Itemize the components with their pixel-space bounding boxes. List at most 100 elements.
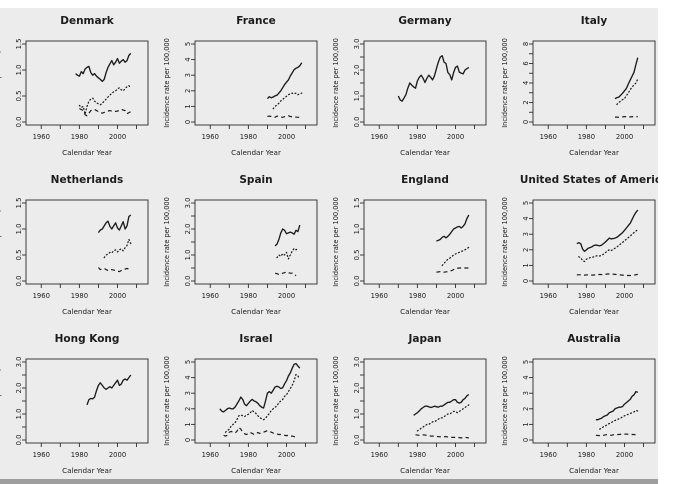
y-tick-label: 1.5 [353,198,361,209]
x-tick-label: 1980 [409,133,426,141]
x-tick-label: 1960 [33,133,50,141]
x-tick-label: 1960 [540,133,557,141]
x-tick-label: 1980 [240,133,257,141]
x-axis-label: Calendar Year [569,307,619,316]
x-tick-label: 1980 [578,451,595,459]
y-axis-label: Incidence rate per 100,000 [332,197,340,287]
y-tick-label: 2.0 [353,65,361,76]
y-tick-label: 3.0 [353,357,361,368]
series-dashed-line [595,433,638,437]
panel-germany: Germany Incidence rate per 100,000 0.0 1.0 2… [320,8,489,167]
x-tick-label: 1960 [371,451,388,459]
y-axis-label: Incidence rate per 100,000 [501,356,509,446]
x-tick-label: 1960 [540,292,557,300]
panel-title: Israel [239,333,272,345]
series-dotted-line [103,238,132,259]
x-tick-label: 1960 [540,451,557,459]
panel-australia: Australia Incidence rate per 100,000 0 1 2 3 4… [489,326,658,484]
series-dotted-line [416,404,470,432]
panel-svg: Japan Incidence rate per 100,000 0.0 1.0 2.0… [332,333,487,475]
x-tick-label: 2000 [278,292,295,300]
series-dashed-line [267,115,302,118]
panel-title: England [401,174,449,186]
y-tick-label: 1 [522,263,530,267]
panel-svg: Netherlands Incidence rate per 100,000 0.0… [0,174,149,316]
x-tick-label: 2000 [447,133,464,141]
x-tick-label: 2000 [109,451,126,459]
y-axis-label: Incidence rate per 100,000 [163,38,171,128]
panel-japan: Japan Incidence rate per 100,000 0.0 1.0 2.0… [320,326,489,484]
y-tick-label: 3.0 [353,39,361,50]
panel-title: Australia [567,333,620,345]
y-tick-label: 0.5 [15,250,23,261]
x-axis-label: Calendar Year [569,466,619,475]
panel-title: Japan [407,333,441,345]
x-axis-label: Calendar Year [400,466,450,475]
x-tick-label: 1980 [71,451,88,459]
panel-title: Hong Kong [55,333,120,345]
y-tick-label: 1.0 [353,409,361,420]
y-tick-label: 3.0 [184,198,192,209]
y-tick-label: 3 [184,391,192,395]
series-dotted-line [616,78,639,106]
panel-svg: Australia Incidence rate per 100,000 0 1 2 3 4… [501,333,656,475]
y-tick-label: 3 [522,391,530,395]
y-tick-label: 1.0 [353,91,361,102]
series-dotted-line [441,246,470,267]
bottom-bar [0,479,658,484]
x-tick-label: 1980 [578,292,595,300]
y-tick-label: 2.0 [15,383,23,394]
x-tick-label: 1960 [202,292,219,300]
x-tick-label: 2000 [447,451,464,459]
y-tick-label: 5 [184,42,192,46]
x-tick-label: 1980 [578,133,595,141]
plot-box [363,199,487,285]
x-tick-label: 2000 [278,451,295,459]
panel-hong-kong: Hong Kong Incidence rate per 100,000 0.0 1.… [0,326,151,484]
x-tick-label: 2000 [278,133,295,141]
y-tick-label: 8 [522,42,530,46]
y-tick-label: 0.0 [184,276,192,287]
panel-netherlands: Netherlands Incidence rate per 100,000 0.0… [0,167,151,326]
y-tick-label: 0.0 [353,117,361,128]
x-axis-label: Calendar Year [62,307,112,316]
y-axis-label: Incidence rate per 100,000 [0,38,2,128]
y-axis-label: Incidence rate per 100,000 [163,356,171,446]
y-tick-label: 0 [522,438,530,442]
y-axis-label: Incidence rate per 100,000 [332,38,340,128]
series-dashed-line [615,115,638,118]
plot-box [25,199,149,285]
x-axis-label: Calendar Year [231,307,281,316]
y-tick-label: 0 [184,438,192,442]
plot-box [194,40,318,126]
panel-svg: United States of America Incidence rate p… [501,174,658,316]
y-tick-label: 0 [522,120,530,124]
series-solid-line [576,209,639,253]
y-tick-label: 1.5 [15,198,23,209]
x-axis-label: Calendar Year [231,148,281,157]
y-tick-label: 4 [184,375,192,379]
x-tick-label: 2000 [616,451,633,459]
x-tick-label: 1960 [371,292,388,300]
y-tick-label: 0.0 [353,435,361,446]
plot-box [194,199,318,285]
y-tick-label: 2 [522,248,530,252]
panel-united-states-of-america: United States of America Incidence rate p… [489,167,658,326]
y-tick-label: 2.0 [353,383,361,394]
y-tick-label: 2.0 [184,224,192,235]
chart-grid: Denmark Incidence rate per 100,000 0.0 0.5 1… [0,8,658,484]
y-tick-label: 1 [184,104,192,108]
series-solid-line [397,55,470,102]
y-tick-label: 5 [184,360,192,364]
series-dashed-line [79,107,132,117]
y-axis-label: Incidence rate per 100,000 [163,197,171,287]
y-tick-label: 4 [184,57,192,61]
y-tick-label: 3 [184,73,192,77]
panel-title: Germany [398,15,451,27]
panel-svg: Denmark Incidence rate per 100,000 0.0 0.5 1… [0,15,149,157]
plot-box [25,358,149,444]
plot-box [25,40,149,126]
right-margin [658,0,676,484]
y-tick-label: 0.0 [353,276,361,287]
